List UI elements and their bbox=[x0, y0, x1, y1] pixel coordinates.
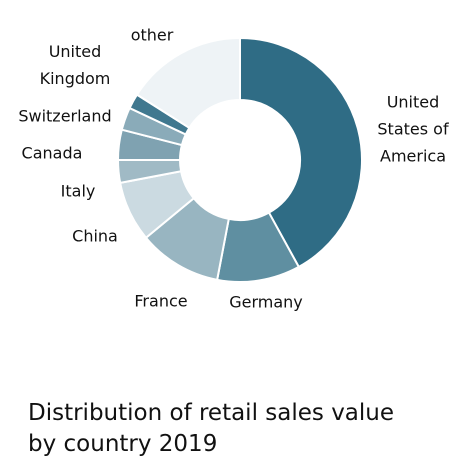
segment-label: China bbox=[72, 226, 118, 246]
segment-label: Italy bbox=[60, 181, 96, 201]
segment-label: Switzerland bbox=[18, 106, 112, 126]
donut-segment bbox=[135, 36, 241, 130]
segment-label: United Kingdom bbox=[39, 42, 111, 88]
chart-title: Distribution of retail sales value by co… bbox=[28, 400, 395, 457]
segment-label: Canada bbox=[21, 143, 83, 163]
segment-label: other bbox=[130, 25, 174, 45]
segment-label: France bbox=[134, 291, 188, 311]
segment-label: United States of America bbox=[377, 92, 449, 166]
donut-segment bbox=[239, 36, 363, 269]
segment-label: Germany bbox=[229, 292, 303, 312]
